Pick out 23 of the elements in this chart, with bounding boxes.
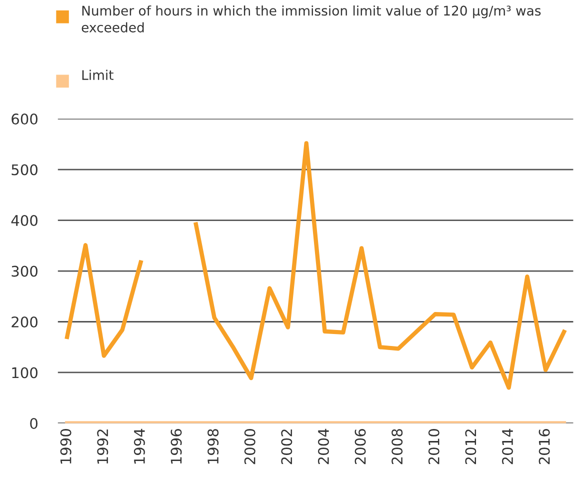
y-tick-label: 300 xyxy=(12,266,38,277)
x-tick-label: 1992 xyxy=(97,430,108,464)
x-tick-label: 2004 xyxy=(318,428,329,464)
x-tick-label: 2006 xyxy=(354,429,366,464)
y-tick-label: 100 xyxy=(12,367,38,378)
y-tick-label: 0 xyxy=(30,418,38,429)
legend-label: Number of hours in which the immission limit value of 120 µg/m³ was exceeded xyxy=(82,5,541,32)
x-tick-label: 1990 xyxy=(60,429,72,464)
y-tick-label: 500 xyxy=(12,164,38,176)
legend-label: Limit xyxy=(82,70,114,80)
x-tick-label: 1996 xyxy=(170,429,182,464)
x-tick-label: 2008 xyxy=(392,429,403,464)
x-tick-label: 1998 xyxy=(208,429,219,464)
x-tick-label: 1994 xyxy=(134,428,145,464)
y-tick-label: 600 xyxy=(12,114,38,125)
x-tick-label: 2010 xyxy=(428,429,440,464)
y-tick-label: 200 xyxy=(12,316,38,328)
x-tick-label: 2002 xyxy=(281,430,292,464)
x-tick-label: 2016 xyxy=(538,429,550,464)
x-tick-label: 2012 xyxy=(465,430,476,464)
x-tick-label: 2000 xyxy=(244,429,256,464)
y-tick-label: 400 xyxy=(11,214,38,226)
x-tick-label: 2014 xyxy=(502,428,514,464)
